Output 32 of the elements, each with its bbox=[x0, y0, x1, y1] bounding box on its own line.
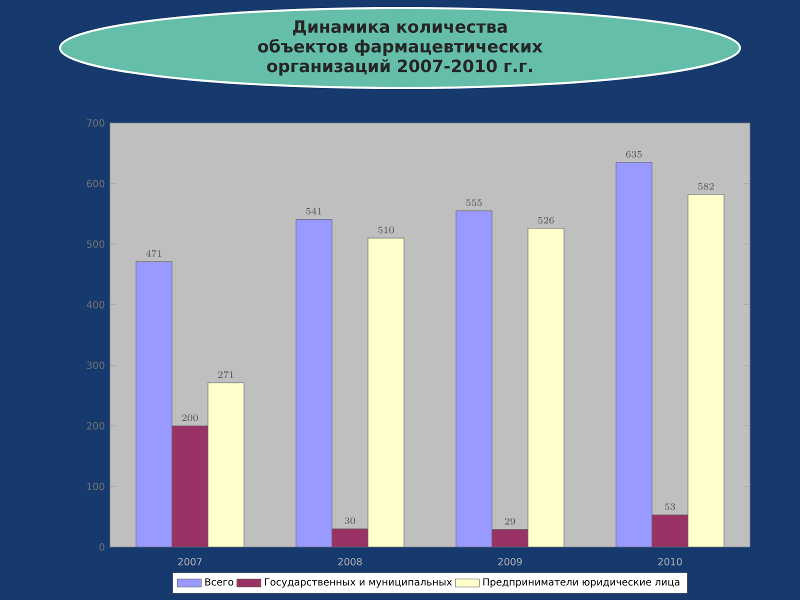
data-label: 526 bbox=[538, 216, 554, 224]
data-label: 200 bbox=[182, 414, 198, 422]
y-tick-label: 700 bbox=[87, 119, 104, 127]
bar bbox=[456, 210, 492, 547]
x-tick-label: 2009 bbox=[498, 558, 522, 566]
x-tick-label: 2010 bbox=[658, 558, 682, 566]
y-tick-label: 400 bbox=[86, 301, 104, 308]
y-tick-label: 600 bbox=[86, 180, 104, 188]
x-tick-label: 2008 bbox=[338, 558, 362, 566]
y-tick-label: 300 bbox=[87, 362, 104, 370]
y-tick-label: 200 bbox=[86, 422, 104, 430]
data-label: 30 bbox=[344, 517, 356, 524]
legend-label: Предприниматели юридические лица bbox=[483, 578, 680, 588]
data-label: 541 bbox=[306, 208, 322, 215]
y-tick-label: 100 bbox=[87, 482, 104, 490]
chart-title: Динамика количества объектов фармацевтических организаций 2007-2010 г.г. bbox=[258, 20, 542, 76]
data-label: 29 bbox=[505, 518, 516, 525]
data-label: 471 bbox=[146, 250, 162, 257]
bar bbox=[296, 219, 332, 547]
y-tick-label: 500 bbox=[87, 240, 104, 248]
legend-label: Государственных и муниципальных bbox=[264, 578, 452, 588]
y-tick-label: 0 bbox=[99, 543, 104, 551]
data-label: 555 bbox=[466, 199, 482, 206]
bar bbox=[136, 261, 172, 547]
data-label: 635 bbox=[626, 150, 642, 158]
data-label: 582 bbox=[698, 182, 714, 190]
legend-label: Всего bbox=[205, 578, 234, 586]
x-tick-label: 2007 bbox=[178, 558, 202, 566]
data-label: 53 bbox=[665, 503, 676, 510]
bar bbox=[616, 162, 652, 547]
data-label: 271 bbox=[218, 371, 234, 378]
data-label: 510 bbox=[378, 226, 394, 234]
